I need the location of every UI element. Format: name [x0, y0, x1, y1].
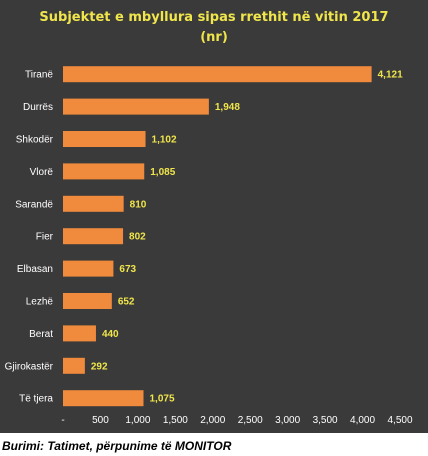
- value-label: 810: [130, 199, 147, 210]
- category-label: Sarandë: [15, 199, 53, 210]
- x-tick-label: 2,000: [200, 415, 225, 426]
- x-tick-label: 3,500: [313, 415, 338, 426]
- x-tick-label: 4,500: [387, 415, 412, 426]
- value-label: 1,075: [150, 394, 175, 405]
- bar-9: [63, 325, 96, 342]
- bar-5: [63, 195, 124, 212]
- category-label: Tiranë: [25, 70, 53, 81]
- x-tick-label: 500: [92, 415, 109, 426]
- category-label: Të tjera: [19, 394, 53, 405]
- category-label: Fier: [36, 232, 54, 243]
- bar-4: [63, 163, 145, 180]
- category-label: Lezhë: [26, 297, 54, 308]
- chart-panel: Subjektet e mbyllura sipas rrethit në vi…: [0, 0, 428, 433]
- value-label: 673: [119, 264, 136, 275]
- category-label: Elbasan: [17, 264, 53, 275]
- x-tick-label: 1,000: [125, 415, 150, 426]
- bar-8: [63, 293, 112, 309]
- bar-10: [63, 357, 85, 374]
- bar-7: [63, 260, 114, 277]
- x-tick-label: 4,000: [350, 415, 375, 426]
- bar-3: [63, 131, 146, 147]
- chart-subtitle: (nr): [200, 30, 228, 45]
- source-note: Burimi: Tatimet, përpunime të MONITOR: [2, 439, 232, 453]
- category-label: Shkodër: [16, 135, 54, 146]
- bar-chart: Tiranë 4,121 Durrës 1,948 Shkodër 1,102 Vlorë 1…: [5, 66, 413, 426]
- category-label: Durrës: [23, 102, 53, 113]
- bar-1: [63, 66, 372, 83]
- value-label: 4,121: [378, 70, 403, 81]
- value-label: 1,948: [215, 102, 240, 113]
- value-label: 440: [102, 329, 119, 340]
- value-label: 1,102: [152, 135, 177, 146]
- bar-11: [63, 390, 144, 407]
- x-tick-label: -: [61, 415, 64, 426]
- value-label: 652: [118, 297, 135, 308]
- category-label: Berat: [29, 329, 53, 340]
- category-label: Vlorë: [30, 167, 54, 178]
- bar-2: [63, 98, 209, 115]
- chart-title: Subjektet e mbyllura sipas rrethit në vi…: [39, 10, 389, 25]
- value-label: 1,085: [150, 167, 175, 178]
- category-label: Gjirokastër: [5, 361, 54, 372]
- value-label: 292: [91, 361, 108, 372]
- x-tick-label: 3,000: [275, 415, 300, 426]
- bar-6: [63, 228, 124, 245]
- x-tick-label: 1,500: [163, 415, 188, 426]
- x-tick-label: 2,500: [238, 415, 263, 426]
- value-label: 802: [129, 232, 146, 243]
